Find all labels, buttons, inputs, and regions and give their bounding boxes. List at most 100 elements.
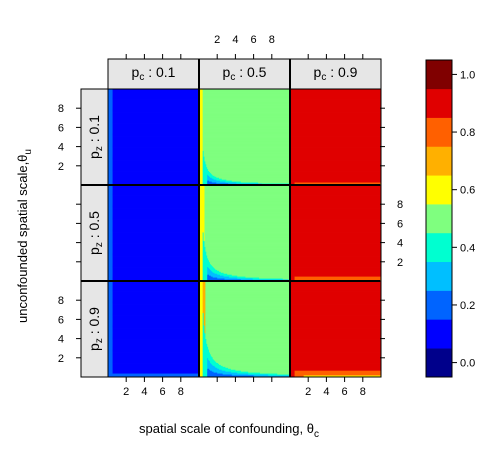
- heatmap-cell: [199, 169, 204, 171]
- heatmap-panel: [289, 184, 382, 282]
- heatmap-cell: [108, 235, 113, 238]
- heatmap-cell: [202, 177, 208, 179]
- heatmap-cell: [207, 177, 213, 179]
- heatmap-cell: [294, 374, 382, 376]
- heatmap-cell: [108, 227, 113, 229]
- heatmap-cell: [290, 347, 382, 349]
- heatmap-cell: [112, 349, 200, 351]
- heatmap-cell: [202, 286, 206, 289]
- heatmap-cell: [208, 258, 291, 261]
- heatmap-cell: [207, 178, 214, 180]
- heatmap-cell: [205, 249, 291, 251]
- colorbar-bin: [426, 261, 452, 291]
- heatmap-cell: [199, 335, 204, 338]
- heatmap-cell: [202, 305, 206, 307]
- heatmap-cell: [202, 151, 204, 153]
- heatmap-cell: [108, 219, 113, 221]
- heatmap-cell: [199, 262, 204, 265]
- heatmap-cell: [206, 340, 291, 342]
- x-tick-label: 4: [323, 386, 329, 398]
- heatmap-cell: [202, 320, 204, 322]
- row-strip: pz : 0.5: [80, 184, 109, 282]
- heatmap-cell: [108, 307, 113, 310]
- heatmap-cell: [108, 375, 200, 377]
- heatmap-cell: [290, 233, 382, 236]
- heatmap-cell: [202, 324, 204, 326]
- heatmap-cell: [199, 306, 204, 309]
- heatmap-cell: [202, 160, 205, 162]
- heatmap-cell: [108, 228, 113, 230]
- heatmap-cell: [204, 221, 291, 223]
- y-tick-label: 2: [397, 257, 403, 269]
- heatmap-cell: [290, 110, 382, 112]
- heatmap-cell: [199, 125, 204, 127]
- heatmap-cell: [199, 158, 204, 160]
- heatmap-cell: [112, 218, 200, 220]
- heatmap-cell: [108, 220, 113, 222]
- heatmap-cell: [202, 374, 208, 376]
- heatmap-cell: [202, 137, 291, 139]
- heatmap-cell: [199, 258, 204, 261]
- heatmap-cell: [290, 367, 382, 369]
- heatmap-cell: [112, 273, 200, 275]
- heatmap-cell: [199, 102, 204, 104]
- heatmap-cell: [112, 285, 200, 288]
- heatmap-cell: [290, 182, 295, 184]
- heatmap-cell: [112, 351, 200, 353]
- heatmap-cell: [202, 124, 291, 126]
- heatmap-cell: [204, 207, 291, 209]
- heatmap-cell: [216, 179, 227, 181]
- heatmap-cell: [203, 312, 206, 315]
- heatmap-cell: [202, 270, 208, 272]
- heatmap-cell: [290, 251, 382, 253]
- heatmap-cell: [112, 265, 200, 267]
- heatmap-cell: [112, 365, 200, 367]
- heatmap-cell: [112, 250, 200, 252]
- heatmap-cell: [207, 176, 211, 178]
- heatmap-cell: [290, 238, 382, 241]
- heatmap-cell: [199, 135, 204, 137]
- heatmap-cell: [205, 317, 291, 319]
- heatmap-cell: [199, 374, 204, 376]
- heatmap-cell: [204, 245, 291, 247]
- heatmap-cell: [112, 252, 200, 254]
- heatmap-cell: [108, 139, 113, 142]
- heatmap-cell: [203, 154, 291, 156]
- heatmap-cell: [290, 116, 382, 119]
- heatmap-cell: [203, 319, 206, 321]
- heatmap-cell: [202, 112, 291, 114]
- heatmap-cell: [112, 329, 200, 331]
- heatmap-cell: [112, 110, 200, 112]
- heatmap-cell: [199, 108, 204, 110]
- heatmap-cell: [290, 368, 382, 370]
- heatmap-cell: [112, 347, 200, 349]
- heatmap-cell: [108, 254, 113, 256]
- heatmap-cell: [205, 247, 291, 249]
- heatmap-cell: [290, 209, 382, 212]
- heatmap-cell: [290, 324, 382, 326]
- heatmap-cell: [112, 337, 200, 339]
- svg-text:pc : 0.1: pc : 0.1: [132, 64, 176, 83]
- heatmap-cell: [205, 314, 291, 316]
- heatmap-cell: [202, 128, 291, 130]
- heatmap-cell: [199, 227, 205, 229]
- heatmap-cell: [199, 298, 204, 300]
- heatmap-cell: [199, 164, 204, 167]
- heatmap-cell: [199, 253, 204, 255]
- heatmap-cell: [294, 182, 382, 184]
- heatmap-cell: [290, 201, 382, 203]
- heatmap-cell: [199, 309, 204, 312]
- heatmap-cell: [290, 161, 382, 164]
- heatmap-cell: [199, 263, 204, 266]
- heatmap-cell: [290, 244, 382, 246]
- heatmap-cell: [290, 362, 382, 364]
- heatmap-cell: [112, 207, 200, 209]
- heatmap-cell: [290, 180, 382, 182]
- heatmap-cell: [199, 367, 204, 369]
- heatmap-cell: [205, 291, 291, 293]
- heatmap-cell: [199, 156, 204, 158]
- heatmap-cell: [199, 276, 204, 278]
- heatmap-cell: [202, 116, 291, 119]
- heatmap-cell: [202, 158, 205, 160]
- heatmap-cell: [290, 345, 382, 347]
